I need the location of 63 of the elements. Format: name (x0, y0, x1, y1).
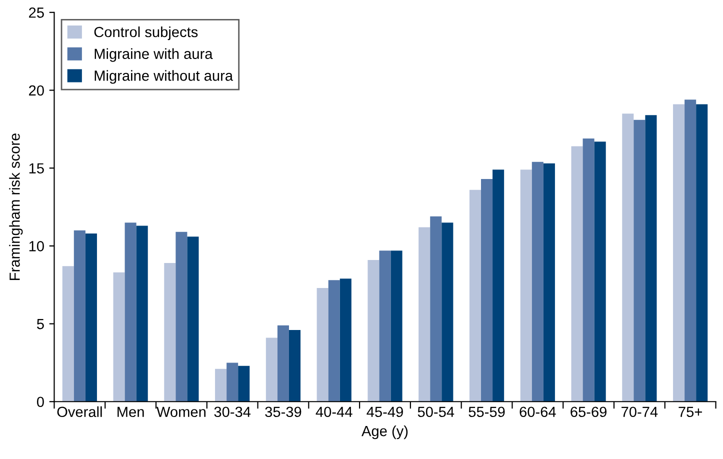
bar (532, 162, 544, 402)
bar (492, 170, 504, 402)
bar (469, 190, 482, 402)
y-tick-label: 20 (29, 85, 44, 96)
bar (684, 100, 696, 402)
bar (594, 142, 606, 402)
bar (442, 222, 454, 402)
x-tick-label: 70-74 (622, 406, 658, 418)
bar (85, 233, 97, 402)
x-tick-label: 75+ (678, 406, 702, 418)
bar (266, 338, 278, 402)
x-tick-label: Women (156, 406, 206, 418)
bar (136, 226, 148, 402)
legend-label: Control subjects (94, 26, 198, 40)
bar (571, 146, 583, 402)
bar (368, 260, 380, 402)
bar (520, 170, 532, 402)
bar (582, 138, 594, 402)
x-tick-label: 35-39 (265, 406, 302, 418)
legend-label: Migraine without aura (94, 70, 234, 84)
bar (645, 115, 657, 402)
x-axis-title: Age (y) (362, 425, 408, 440)
y-axis-title: Framingham risk score (9, 134, 23, 280)
x-tick-label: 60-64 (520, 406, 556, 418)
bar (430, 216, 442, 402)
bar (176, 232, 188, 402)
x-tick-label: 30-34 (214, 406, 251, 418)
x-tick-label: 65-69 (570, 406, 607, 418)
bar (113, 272, 125, 402)
bar (288, 330, 301, 402)
x-tick-label: Overall (57, 406, 102, 418)
bar (481, 178, 493, 402)
legend-label: Migraine with aura (94, 48, 213, 62)
bar (696, 104, 708, 402)
bar (543, 163, 555, 402)
bar (124, 222, 136, 402)
y-tick-label: 15 (29, 163, 44, 174)
y-tick-label: 25 (29, 7, 44, 18)
bar (673, 104, 685, 402)
y-tick-label: 5 (36, 319, 44, 330)
x-tick-label: 40-44 (316, 406, 352, 418)
bar (418, 227, 430, 402)
bar (316, 288, 328, 402)
bar (379, 250, 391, 402)
bar (164, 263, 176, 402)
bar (62, 266, 74, 402)
bar (226, 362, 238, 402)
x-tick-label: 50-54 (418, 406, 454, 418)
bar (277, 325, 289, 402)
bar (390, 250, 402, 402)
x-tick-label: 55-59 (468, 406, 505, 418)
x-tick-label: Men (118, 406, 144, 418)
bar (328, 280, 340, 402)
bar (622, 114, 634, 402)
bar (215, 368, 227, 402)
bar (634, 120, 646, 402)
bar (187, 236, 199, 402)
x-tick-label: 45-49 (366, 406, 403, 418)
y-tick-label: 10 (29, 241, 44, 252)
bar (238, 366, 250, 402)
y-tick-label: 0 (36, 396, 44, 408)
bar (74, 230, 86, 402)
bar (340, 278, 352, 402)
